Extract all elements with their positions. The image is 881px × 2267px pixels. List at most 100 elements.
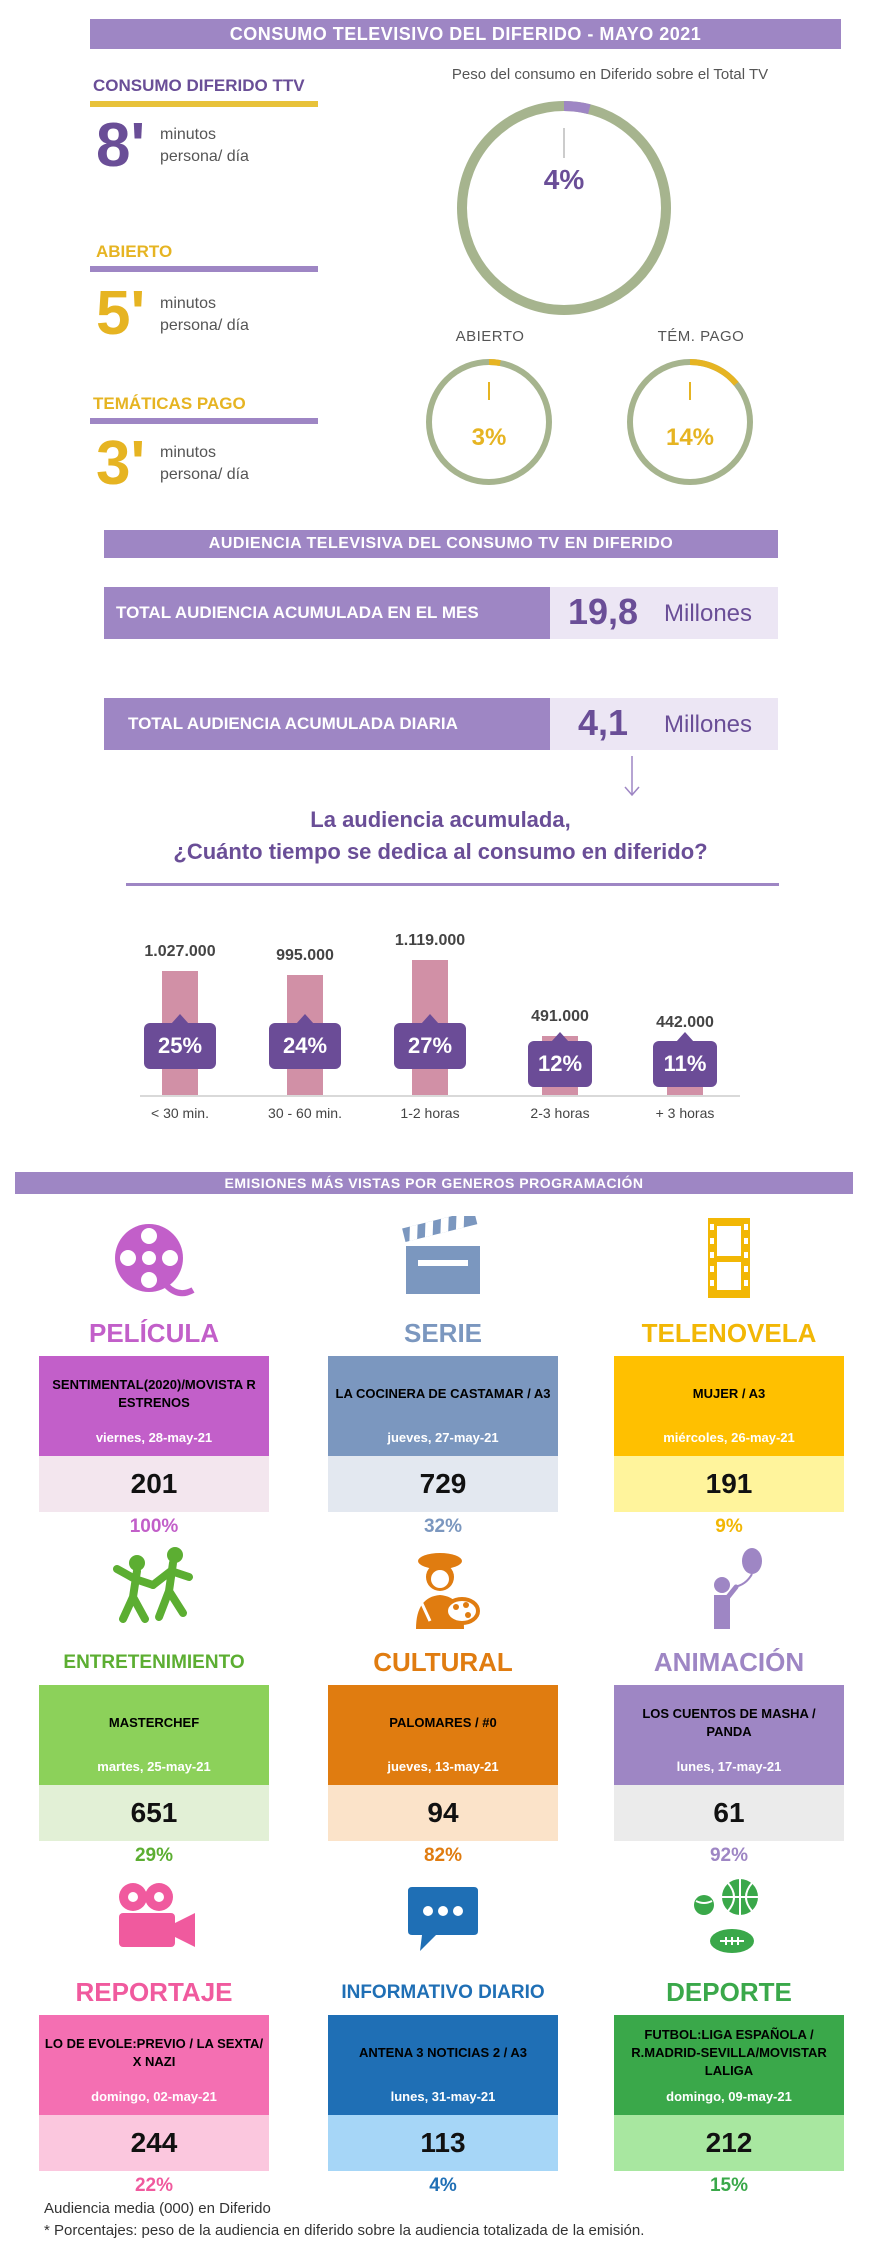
genre-name: DEPORTE — [666, 1977, 792, 2007]
genre-date: jueves, 27-may-21 — [387, 1430, 499, 1445]
chart-pct-bubble: 12% — [528, 1032, 592, 1087]
genre-audience-value: 61 — [614, 1785, 844, 1841]
sports-balls-icon — [684, 1875, 774, 1964]
genre-audience-value: 94 — [328, 1785, 558, 1841]
genre-program-box: LA COCINERA DE CASTAMAR / A3 jueves, 27-m… — [328, 1356, 558, 1456]
ring-abierto-track — [426, 359, 552, 485]
chart-category-label: < 30 min. — [151, 1105, 209, 1121]
genres-title: EMISIONES MÁS VISTAS POR GENEROS PROGRAM… — [224, 1175, 644, 1191]
audience-daily-unit: Millones — [664, 711, 753, 738]
ring-abierto-label: ABIERTO — [455, 328, 525, 345]
genre-name: REPORTAJE — [75, 1977, 233, 2007]
consumption-title: ABIERTO — [96, 242, 173, 261]
genre-program: PALOMARES / #0 — [389, 1715, 497, 1730]
genre-program-box: FUTBOL:LIGA ESPAÑOLA / R.MADRID-SEVILLA/… — [614, 2015, 844, 2115]
ring-pago-label: TÉM. PAGO — [657, 328, 745, 345]
balloon-child-icon — [684, 1545, 774, 1634]
question-line1: La audiencia acumulada, — [310, 807, 571, 832]
ring-abierto-arc — [426, 359, 552, 485]
genre-program-box: MUJER / A3 miércoles, 26-may-21 — [614, 1356, 844, 1456]
genre-audience-value: 201 — [39, 1456, 269, 1512]
chart-category-label: 1-2 horas — [400, 1105, 460, 1121]
consumption-divider — [90, 266, 318, 272]
chart-value-label: 1.119.000 — [394, 932, 466, 949]
consumption-unit: minutos persona/ día — [160, 444, 249, 483]
genre-percentage: 92% — [709, 1845, 749, 1866]
genre-percentage: 32% — [423, 1516, 463, 1537]
ring-abierto — [426, 359, 552, 485]
genre-date: lunes, 31-may-21 — [390, 2089, 496, 2104]
bubble-pointer — [676, 1032, 694, 1042]
consumption-title: TEMÁTICAS PAGO — [93, 394, 246, 413]
genre-date: domingo, 02-may-21 — [91, 2089, 217, 2104]
genre-program: ANTENA 3 NOTICIAS 2 / A3 — [358, 2045, 528, 2060]
consumption-divider — [90, 101, 318, 107]
bubble-pointer — [171, 1014, 189, 1024]
genre-percentage: 100% — [129, 1516, 179, 1537]
consumption-minutes: 8' — [96, 111, 146, 180]
chart-axis-line — [140, 1095, 740, 1097]
chart-pct-bubble: 11% — [653, 1032, 717, 1087]
genres-title-band: EMISIONES MÁS VISTAS POR GENEROS PROGRAM… — [15, 1172, 853, 1194]
film-strip-icon — [684, 1216, 774, 1305]
consumption-minutes: 3' — [96, 429, 146, 498]
genre-date: viernes, 28-may-21 — [95, 1430, 213, 1445]
genre-program-box: SENTIMENTAL(2020)/MOVISTA R ESTRENOS vier… — [39, 1356, 269, 1456]
genre-audience-value: 244 — [39, 2115, 269, 2171]
speech-bubble-icon — [398, 1875, 488, 1964]
genre-date: domingo, 09-may-21 — [666, 2089, 792, 2104]
time-spent-chart: 1.027.000 25% < 30 min. 995.000 24% 30 - 60 m… — [0, 900, 881, 1130]
genre-name: TELENOVELA — [641, 1318, 817, 1348]
clapperboard-icon — [398, 1210, 488, 1305]
chart-value-label: 491.000 — [531, 1008, 589, 1025]
genre-program: LOS CUENTOS DE MASHA / PANDA — [642, 1706, 816, 1739]
genre-name: INFORMATIVO DIARIO — [341, 1982, 545, 2003]
ring-pago-pct: 14% — [665, 424, 715, 451]
footnote-porcentajes: * Porcentajes: peso de la audiencia en d… — [44, 2222, 645, 2239]
audience-monthly-label: TOTAL AUDIENCIA ACUMULADA EN EL MES — [104, 587, 550, 639]
genre-program: MUJER / A3 — [692, 1386, 766, 1401]
genre-audience-value: 651 — [39, 1785, 269, 1841]
page-title-band: CONSUMO TELEVISIVO DEL DIFERIDO - MAYO 2… — [90, 19, 841, 49]
chart-pct-label: 12% — [537, 1051, 583, 1076]
genre-date: martes, 25-may-21 — [97, 1759, 211, 1774]
film-reel-icon — [109, 1216, 199, 1305]
genre-program: LA COCINERA DE CASTAMAR / A3 — [335, 1386, 551, 1401]
audience-monthly-value: 19,8 — [568, 591, 639, 632]
ring-total-pct: 4% — [543, 164, 585, 195]
ring-abierto-pct: 3% — [471, 424, 507, 451]
genre-percentage: 4% — [429, 2175, 457, 2196]
down-arrow-icon — [624, 756, 640, 797]
question-line2: ¿Cuánto tiempo se dedica al consumo en d… — [173, 839, 708, 864]
genre-program-box: MASTERCHEF martes, 25-may-21 — [39, 1685, 269, 1785]
audience-daily-label: TOTAL AUDIENCIA ACUMULADA DIARIA — [104, 698, 550, 750]
genre-percentage: 15% — [709, 2175, 749, 2196]
ring-total-arc — [457, 101, 671, 315]
movie-camera-icon — [109, 1875, 199, 1964]
ring-total — [457, 101, 671, 315]
genre-percentage: 82% — [423, 1845, 463, 1866]
genre-audience-value: 191 — [614, 1456, 844, 1512]
genre-date: miércoles, 26-may-21 — [663, 1430, 795, 1445]
question-heading: La audiencia acumulada, ¿Cuánto tiempo s… — [0, 804, 881, 868]
consumption-divider — [90, 418, 318, 424]
genre-program: SENTIMENTAL(2020)/MOVISTA R ESTRENOS — [52, 1377, 256, 1410]
genre-name: CULTURAL — [373, 1647, 513, 1677]
audience-daily-value: 4,1 — [578, 702, 629, 743]
chart-value-label: 995.000 — [276, 947, 334, 964]
genre-program: LO DE EVOLE:PREVIO / LA SEXTA/ X NAZI — [44, 2036, 264, 2069]
genre-audience-value: 113 — [328, 2115, 558, 2171]
genre-date: jueves, 13-may-21 — [387, 1759, 499, 1774]
bubble-pointer — [551, 1032, 569, 1042]
genre-name: ENTRETENIMIENTO — [63, 1652, 245, 1673]
genre-name: SERIE — [403, 1318, 483, 1348]
audience-monthly-row: TOTAL AUDIENCIA ACUMULADA EN EL MES 19,8… — [104, 587, 778, 639]
genre-program: MASTERCHEF — [108, 1715, 200, 1730]
consumption-title: CONSUMO DIFERIDO TTV — [93, 76, 305, 95]
question-underline — [126, 883, 779, 886]
ring-pago — [627, 359, 753, 485]
bubble-pointer — [296, 1014, 314, 1024]
genre-audience-value: 212 — [614, 2115, 844, 2171]
audience-daily-box: 4,1 Millones — [550, 698, 778, 750]
genre-percentage: 22% — [134, 2175, 174, 2196]
